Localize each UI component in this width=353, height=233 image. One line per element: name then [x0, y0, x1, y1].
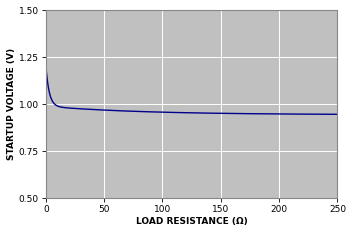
X-axis label: LOAD RESISTANCE (Ω): LOAD RESISTANCE (Ω) [136, 217, 247, 226]
Y-axis label: STARTUP VOLTAGE (V): STARTUP VOLTAGE (V) [7, 48, 16, 161]
